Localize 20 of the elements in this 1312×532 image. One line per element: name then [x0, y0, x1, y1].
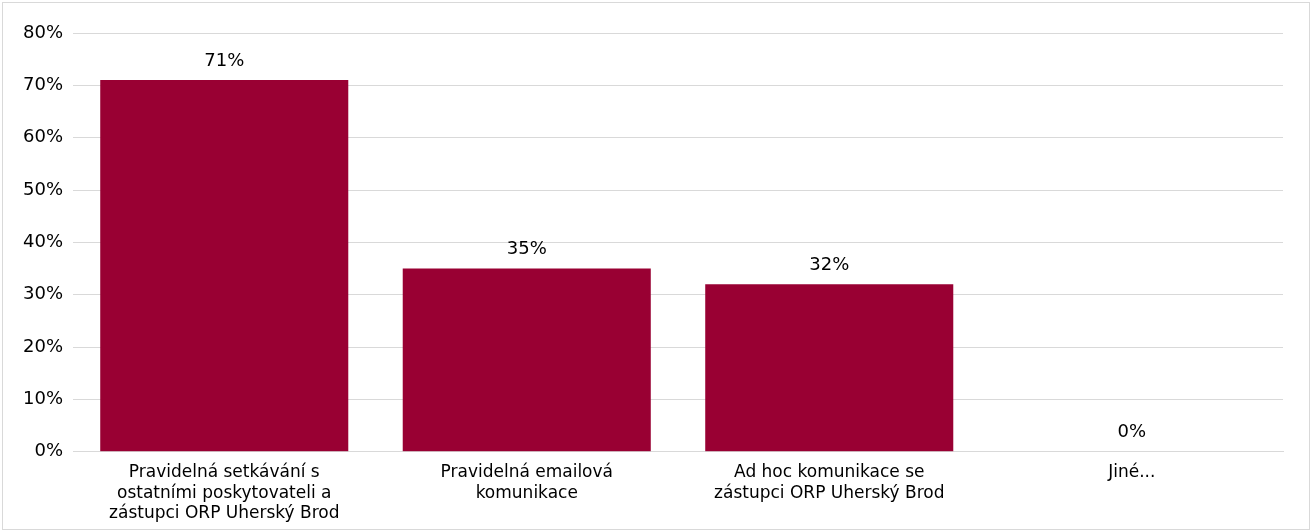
x-tick-label: Ad hoc komunikace se zástupci ORP Uherský Brod	[714, 461, 945, 502]
y-tick-label: 60%	[22, 125, 64, 147]
y-tick-label: 20%	[22, 334, 64, 356]
x-tick-label: Pravidelná emailová komunikace	[440, 461, 613, 502]
y-tick-label: 50%	[22, 177, 64, 199]
data-label: 32%	[809, 252, 850, 274]
y-tick-label: 0%	[34, 439, 64, 461]
data-label: 0%	[1117, 420, 1147, 442]
y-tick-label: 70%	[22, 73, 64, 95]
y-tick-label: 40%	[22, 230, 64, 252]
bar	[402, 268, 651, 452]
x-tick-label: Jiné...	[1107, 461, 1156, 482]
data-label: 71%	[204, 48, 245, 70]
y-tick-label: 10%	[22, 387, 64, 409]
y-tick-label: 80%	[22, 20, 64, 42]
data-label: 35%	[506, 237, 547, 259]
y-tick-label: 30%	[22, 282, 64, 304]
bar	[100, 80, 349, 452]
bar	[705, 284, 954, 452]
x-tick-label: Pravidelná setkávání s ostatními poskytovateli a zástupci ORP Uherský Brod	[109, 461, 340, 523]
